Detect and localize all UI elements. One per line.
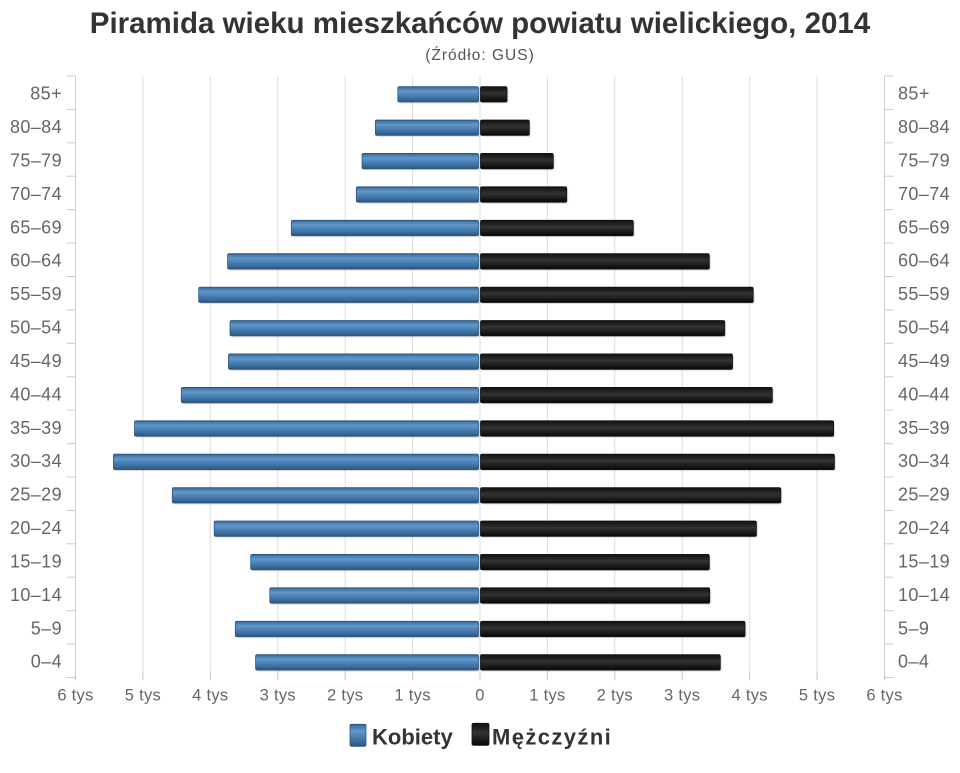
svg-text:35–39: 35–39 — [898, 418, 950, 438]
svg-text:25–29: 25–29 — [898, 485, 950, 505]
svg-text:0: 0 — [475, 687, 484, 705]
svg-text:85+: 85+ — [30, 84, 62, 104]
svg-text:70–74: 70–74 — [10, 184, 62, 204]
svg-text:3 tys: 3 tys — [664, 687, 700, 705]
svg-text:25–29: 25–29 — [10, 485, 62, 505]
svg-text:20–24: 20–24 — [10, 518, 62, 538]
svg-text:40–44: 40–44 — [898, 384, 950, 404]
svg-text:85+: 85+ — [898, 84, 930, 104]
svg-text:Mężczyźni: Mężczyźni — [492, 724, 612, 749]
svg-text:1 tys: 1 tys — [394, 687, 430, 705]
svg-text:30–34: 30–34 — [898, 451, 950, 471]
svg-text:4 tys: 4 tys — [192, 687, 228, 705]
svg-text:2 tys: 2 tys — [597, 687, 633, 705]
svg-text:(Źródło: GUS): (Źródło: GUS) — [425, 47, 534, 64]
svg-text:10–14: 10–14 — [10, 585, 62, 605]
svg-text:65–69: 65–69 — [898, 217, 950, 237]
svg-text:80–84: 80–84 — [10, 117, 62, 137]
svg-text:15–19: 15–19 — [898, 551, 950, 571]
svg-text:5–9: 5–9 — [898, 618, 929, 638]
svg-text:0–4: 0–4 — [898, 652, 929, 672]
svg-text:10–14: 10–14 — [898, 585, 950, 605]
svg-text:40–44: 40–44 — [10, 384, 62, 404]
svg-text:5–9: 5–9 — [31, 618, 62, 638]
svg-text:80–84: 80–84 — [898, 117, 950, 137]
svg-text:4 tys: 4 tys — [732, 687, 768, 705]
svg-text:0–4: 0–4 — [31, 652, 62, 672]
svg-text:60–64: 60–64 — [10, 251, 62, 271]
svg-text:2 tys: 2 tys — [327, 687, 363, 705]
svg-text:75–79: 75–79 — [10, 150, 62, 170]
svg-text:50–54: 50–54 — [10, 318, 62, 338]
svg-text:6 tys: 6 tys — [866, 687, 902, 705]
svg-text:30–34: 30–34 — [10, 451, 62, 471]
svg-text:5 tys: 5 tys — [125, 687, 161, 705]
svg-text:75–79: 75–79 — [898, 150, 950, 170]
svg-text:50–54: 50–54 — [898, 318, 950, 338]
svg-text:35–39: 35–39 — [10, 418, 62, 438]
svg-text:20–24: 20–24 — [898, 518, 950, 538]
svg-text:45–49: 45–49 — [10, 351, 62, 371]
svg-text:65–69: 65–69 — [10, 217, 62, 237]
svg-text:1 tys: 1 tys — [529, 687, 565, 705]
svg-text:6 tys: 6 tys — [57, 687, 93, 705]
svg-text:60–64: 60–64 — [898, 251, 950, 271]
svg-text:Kobiety: Kobiety — [372, 724, 453, 749]
svg-text:55–59: 55–59 — [10, 284, 62, 304]
svg-text:70–74: 70–74 — [898, 184, 950, 204]
svg-text:15–19: 15–19 — [10, 551, 62, 571]
svg-text:3 tys: 3 tys — [260, 687, 296, 705]
svg-text:45–49: 45–49 — [898, 351, 950, 371]
svg-text:5 tys: 5 tys — [799, 687, 835, 705]
svg-text:55–59: 55–59 — [898, 284, 950, 304]
svg-text:Piramida wieku mieszkańców pow: Piramida wieku mieszkańców powiatu wieli… — [90, 7, 871, 40]
